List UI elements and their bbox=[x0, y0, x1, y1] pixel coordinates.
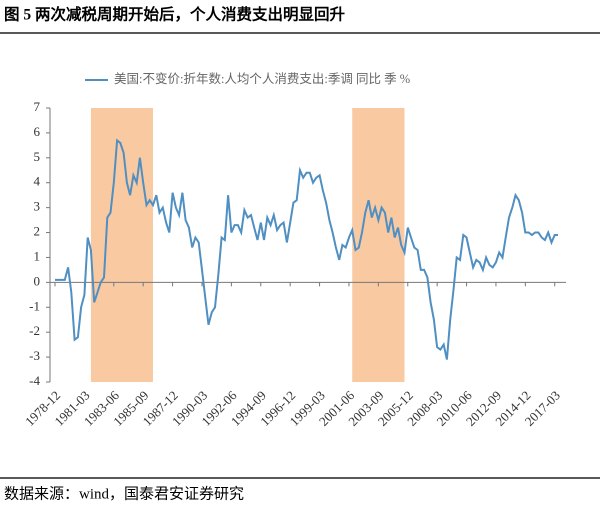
y-tick-label: -3 bbox=[29, 348, 40, 363]
y-tick-label: 5 bbox=[34, 149, 41, 164]
y-tick-label: -2 bbox=[29, 323, 40, 338]
y-tick-label: 4 bbox=[34, 174, 41, 189]
highlight-band bbox=[90, 108, 153, 382]
source-note: 数据来源：wind，国泰君安证券研究 bbox=[4, 485, 244, 502]
y-tick-label: 3 bbox=[34, 199, 41, 214]
data-line bbox=[55, 138, 558, 360]
y-tick-label: 0 bbox=[34, 273, 41, 288]
y-tick-label: -1 bbox=[29, 298, 40, 313]
y-tick-label: 1 bbox=[34, 248, 41, 263]
y-tick-label: 6 bbox=[34, 124, 41, 139]
y-tick-label: 2 bbox=[34, 224, 41, 239]
y-tick-label: -4 bbox=[29, 373, 40, 388]
y-tick-label: 7 bbox=[34, 99, 41, 114]
legend-label: 美国:不变价:折年数:人均个人消费支出:季调 同比 季 % bbox=[114, 71, 410, 86]
highlight-band bbox=[352, 108, 405, 382]
chart-title: 图 5 两次减税周期开始后，个人消费支出明显回升 bbox=[4, 5, 346, 24]
